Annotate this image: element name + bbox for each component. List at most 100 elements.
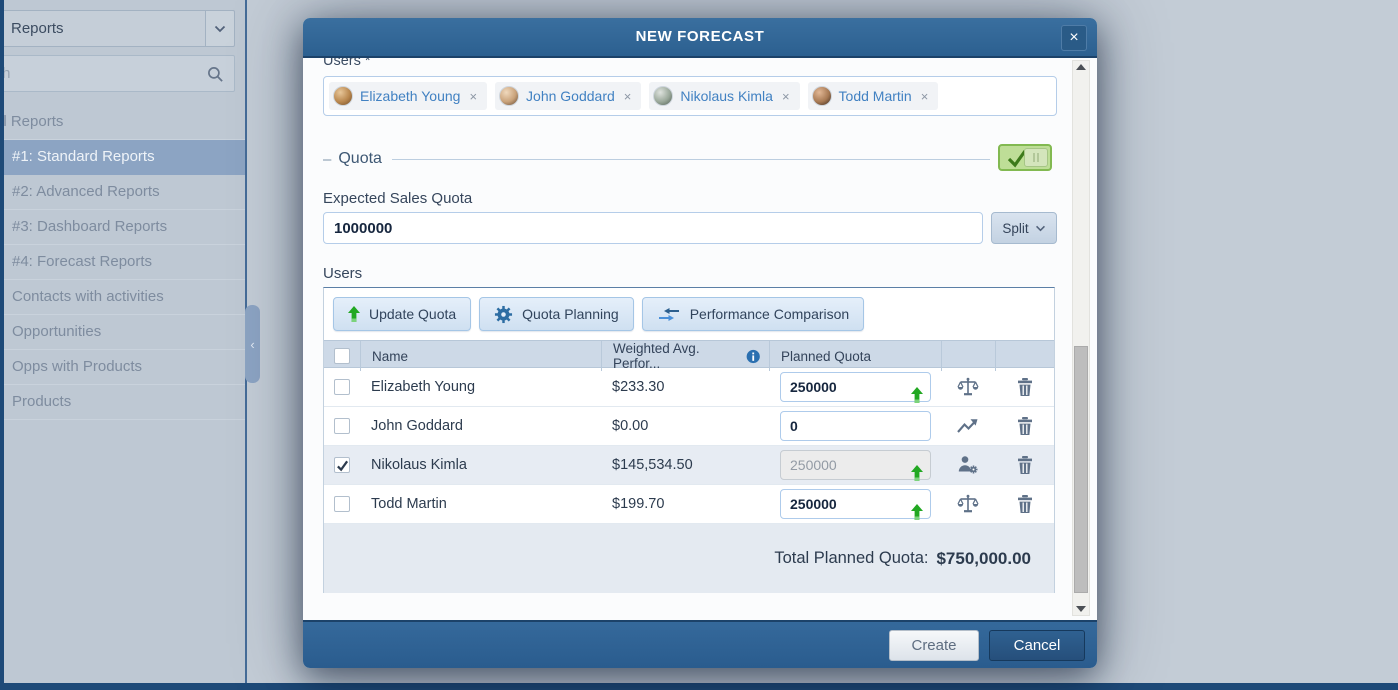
table-header: Name Weighted Avg. Perfor... Planned Quo… (324, 340, 1054, 371)
compare-arrows-icon (657, 307, 681, 322)
trend-line-icon (957, 417, 979, 435)
table-row: Nikolaus Kimla $145,534.50 (324, 446, 1054, 485)
avatar (653, 86, 674, 106)
avatar (333, 86, 353, 106)
delete-row-button[interactable] (995, 416, 1054, 436)
green-up-arrow-icon (911, 465, 923, 481)
sidebar-item-products[interactable]: Products (4, 385, 245, 420)
triangle-down-icon (1076, 606, 1086, 612)
planned-quota-input[interactable] (780, 372, 931, 402)
user-settings-button[interactable] (941, 455, 995, 475)
chevron-down-icon[interactable] (205, 11, 234, 46)
users-multiselect[interactable]: Elizabeth Young × John Goddard × Nikolau… (323, 76, 1057, 116)
sidebar-search[interactable] (4, 55, 235, 92)
delete-row-button[interactable] (995, 455, 1054, 475)
green-up-arrow-icon (348, 306, 360, 322)
column-name: Name (360, 341, 601, 371)
row-checkbox[interactable] (334, 496, 350, 512)
chevron-down-icon (1035, 225, 1046, 232)
close-button[interactable]: × (1061, 25, 1087, 51)
sidebar-item-opportunities[interactable]: Opportunities (4, 315, 245, 350)
performance-trend-button[interactable] (941, 417, 995, 435)
balance-scale-icon (957, 494, 979, 514)
close-icon: × (1069, 29, 1079, 46)
triangle-up-icon (1076, 64, 1086, 70)
row-checkbox[interactable] (334, 418, 350, 434)
compare-quota-button[interactable] (941, 377, 995, 397)
sidebar-group-all-reports[interactable]: All Reports (4, 105, 245, 140)
quota-section-header: – Quota (323, 150, 990, 168)
reports-type-selector[interactable]: Reports (4, 10, 235, 47)
table-row: Todd Martin $199.70 (324, 485, 1054, 524)
app-frame-left (0, 0, 4, 690)
users-table-toolbar: Update Quota Quota Planning Performance … (324, 288, 1054, 340)
search-input[interactable] (4, 56, 234, 91)
remove-chip-icon[interactable]: × (469, 88, 478, 104)
user-name: Nikolaus Kimla (371, 457, 467, 473)
modal-footer: Create Cancel (303, 620, 1097, 668)
delete-row-button[interactable] (995, 494, 1054, 514)
delete-row-button[interactable] (995, 377, 1054, 397)
select-all-checkbox[interactable] (334, 348, 350, 364)
modal-body: Users * Elizabeth Young × John Goddard ×… (303, 58, 1097, 620)
trash-icon (1015, 494, 1035, 514)
scroll-up-button[interactable] (1073, 64, 1089, 70)
scrollbar-thumb[interactable] (1074, 346, 1088, 593)
quota-section-label: Quota (338, 150, 382, 167)
avatar (499, 86, 520, 106)
new-forecast-modal: NEW FORECAST × Users * Elizabeth Young ×… (303, 18, 1097, 668)
split-button[interactable]: Split (991, 212, 1057, 244)
expected-sales-quota-input[interactable] (323, 212, 983, 244)
sidebar-item-advanced-reports[interactable]: #2: Advanced Reports (4, 175, 245, 210)
user-name: John Goddard (371, 418, 463, 434)
sidebar-item-standard-reports[interactable]: #1: Standard Reports (4, 140, 245, 175)
remove-chip-icon[interactable]: × (920, 88, 929, 104)
create-button[interactable]: Create (889, 629, 979, 661)
sidebar-collapse-handle[interactable]: ‹ (245, 305, 260, 383)
scroll-down-button[interactable] (1073, 606, 1089, 612)
info-icon[interactable] (746, 349, 760, 364)
user-chip: John Goddard × (495, 82, 642, 110)
modal-header: NEW FORECAST × (303, 18, 1097, 58)
sidebar-item-forecast-reports[interactable]: #4: Forecast Reports (4, 245, 245, 280)
trash-icon (1015, 377, 1035, 397)
weighted-avg-value: $0.00 (612, 418, 649, 434)
balance-scale-icon (957, 377, 979, 397)
search-icon (207, 66, 224, 83)
user-chip: Nikolaus Kimla × (649, 82, 800, 110)
table-row: Elizabeth Young $233.30 (324, 368, 1054, 407)
avatar (811, 86, 832, 106)
remove-chip-icon[interactable]: × (781, 88, 790, 104)
cancel-button[interactable]: Cancel (989, 629, 1085, 661)
trash-icon (1015, 455, 1035, 475)
compare-quota-button[interactable] (941, 494, 995, 514)
gear-icon (494, 305, 513, 324)
user-name: Elizabeth Young (371, 379, 476, 395)
quota-enabled-toggle[interactable] (998, 144, 1052, 171)
row-checkbox[interactable] (334, 457, 350, 473)
sidebar-item-opps-with-products[interactable]: Opps with Products (4, 350, 245, 385)
user-chip: Todd Martin × (807, 82, 939, 110)
sidebar-report-list: All Reports #1: Standard Reports #2: Adv… (4, 105, 245, 420)
sidebar-item-contacts-with-activities[interactable]: Contacts with activities (4, 280, 245, 315)
chevron-left-icon: ‹ (250, 336, 255, 352)
user-gear-icon (957, 455, 979, 475)
users-table-panel: Update Quota Quota Planning Performance … (323, 287, 1055, 593)
sidebar-item-dashboard-reports[interactable]: #3: Dashboard Reports (4, 210, 245, 245)
column-planned-quota: Planned Quota (769, 341, 941, 371)
remove-chip-icon[interactable]: × (623, 88, 632, 104)
reports-sidebar: Reports All Reports #1: Standard Reports… (4, 0, 247, 683)
modal-title: NEW FORECAST (635, 28, 765, 45)
planned-quota-input[interactable] (780, 489, 931, 519)
update-quota-button[interactable]: Update Quota (333, 297, 472, 331)
toggle-knob[interactable] (1024, 148, 1048, 167)
planned-quota-input[interactable] (780, 411, 931, 441)
modal-scrollbar[interactable] (1072, 60, 1090, 616)
row-checkbox[interactable] (334, 379, 350, 395)
trash-icon (1015, 416, 1035, 436)
quota-planning-button[interactable]: Quota Planning (479, 297, 634, 331)
check-icon (336, 459, 349, 472)
section-divider (391, 158, 990, 160)
expected-sales-quota-label: Expected Sales Quota (323, 190, 473, 207)
performance-comparison-button[interactable]: Performance Comparison (641, 297, 865, 331)
